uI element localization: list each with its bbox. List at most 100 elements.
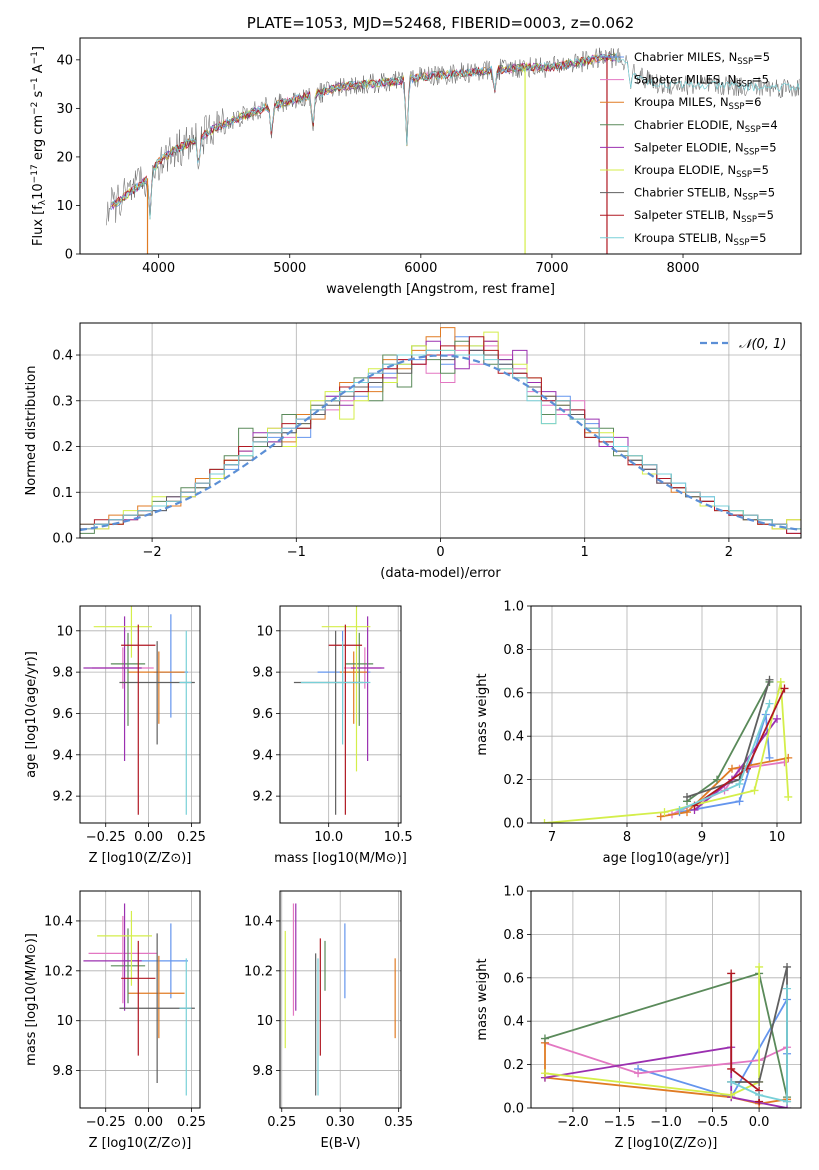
weight-line-kroupa_elodie bbox=[544, 967, 760, 1096]
weight-marker-kroupa_elodie bbox=[727, 1090, 736, 1099]
x-tick-label: 4000 bbox=[142, 261, 175, 276]
weight-marker-chabrier_stelib bbox=[765, 675, 774, 684]
y-tick-label: 0.4 bbox=[52, 349, 73, 364]
weight-marker-chabrier_elodie bbox=[540, 1034, 549, 1043]
x-axis-label: Z [log10(Z/Z⊙)] bbox=[615, 1136, 718, 1151]
x-axis-label: age [log10(age/yr)] bbox=[603, 851, 730, 866]
y-tick-label: 40 bbox=[56, 53, 73, 68]
weight-marker-kroupa_elodie bbox=[776, 677, 785, 686]
y-tick-label: 9.6 bbox=[252, 707, 273, 722]
weight-marker-chabrier_miles bbox=[765, 753, 774, 762]
y-tick-label: 0.8 bbox=[503, 928, 524, 943]
y-tick-label: 9.2 bbox=[252, 790, 273, 805]
x-tick-label: −0.25 bbox=[86, 830, 126, 845]
axes-frame bbox=[79, 322, 802, 539]
grid-lines bbox=[80, 891, 200, 1108]
y-tick-label: 10.2 bbox=[44, 964, 73, 979]
weight-marker-kroupa_miles bbox=[728, 764, 736, 773]
weight-marker-chabrier_stelib bbox=[683, 792, 691, 801]
axes-frame bbox=[279, 605, 402, 824]
x-tick-label: −0.25 bbox=[86, 1115, 126, 1130]
ticks: 7 8 9 10 0.0 0.2 0.4 0.6 0.8 1.0 bbox=[503, 600, 785, 846]
weight-marker-kroupa_stelib bbox=[765, 699, 774, 708]
x-tick-label: 0.25 bbox=[177, 1115, 206, 1130]
weight-marker-kroupa_stelib bbox=[783, 984, 792, 993]
x-tick-label: −0.5 bbox=[697, 1115, 729, 1130]
panel-spectrum: 4000 5000 6000 7000 8000 0 10 20 30 40 wavelength … bbox=[30, 37, 802, 297]
y-axis-label: Flux [fλ10−17 erg cm−2 s−1 A−1] bbox=[30, 46, 48, 246]
x-tick-label: 10.5 bbox=[384, 830, 413, 845]
legend: 𝒩(0, 1) bbox=[700, 337, 786, 352]
legend-label-salpeter_miles: Salpeter MILES, NSSP=5 bbox=[634, 73, 769, 90]
weight-marker-salpeter_stelib bbox=[780, 684, 789, 693]
grid-lines bbox=[280, 891, 401, 1108]
x-tick-label: −2 bbox=[143, 545, 162, 560]
x-axis-label: E(B-V) bbox=[320, 1136, 360, 1151]
axes-frame bbox=[79, 37, 802, 255]
plot-area bbox=[80, 327, 801, 538]
spectrum-line-kroupa_miles bbox=[111, 53, 621, 217]
panel-mass_vs_ebv: 0.25 0.30 0.35 9.8 10 10.2 10.4 E(B-V) bbox=[244, 890, 413, 1151]
y-tick-label: 10.2 bbox=[244, 964, 273, 979]
y-tick-label: 0 bbox=[65, 248, 73, 263]
ticks: 4000 5000 6000 7000 8000 0 10 20 30 40 bbox=[56, 53, 699, 276]
spectrum-line-chabrier_miles bbox=[111, 54, 617, 219]
panel-mass_vs_z: −0.25 0.00 0.25 9.8 10 10.2 10.4 Z [log10(Z/Z⊙)… bbox=[24, 890, 206, 1151]
y-tick-label: 10.4 bbox=[44, 914, 73, 929]
plot-area bbox=[540, 962, 792, 1108]
x-axis-label: mass [log10(M/M⊙)] bbox=[274, 851, 407, 866]
y-tick-label: 1.0 bbox=[503, 885, 524, 900]
x-tick-label: 0.30 bbox=[326, 1115, 355, 1130]
weight-marker-kroupa_stelib bbox=[675, 805, 684, 814]
legend-label-chabrier_miles: Chabrier MILES, NSSP=5 bbox=[634, 50, 770, 67]
panel-age_vs_z: −0.25 0.00 0.25 9.2 9.4 9.6 9.8 10 Z [log10(Z/Z⊙… bbox=[24, 605, 206, 866]
y-tick-label: 0.2 bbox=[52, 440, 73, 455]
weight-marker-kroupa_elodie bbox=[660, 808, 669, 817]
legend-label-kroupa_elodie: Kroupa ELODIE, NSSP=5 bbox=[634, 163, 769, 180]
axes-frame bbox=[279, 890, 402, 1109]
weight-marker-kroupa_miles bbox=[683, 808, 691, 817]
y-tick-label: 9.2 bbox=[52, 790, 73, 805]
spectrum-line-salpeter_stelib bbox=[111, 51, 612, 219]
weight-marker-kroupa_elodie bbox=[540, 819, 549, 823]
spectrum-line-salpeter_elodie bbox=[111, 52, 619, 216]
ticks: 10.0 10.5 9.2 9.4 9.6 9.8 10 bbox=[252, 624, 412, 845]
weight-line-kroupa_stelib bbox=[730, 988, 788, 1103]
x-tick-label: 1 bbox=[581, 545, 589, 560]
x-tick-label: −1 bbox=[287, 545, 306, 560]
y-tick-label: 0.2 bbox=[503, 1058, 524, 1073]
weight-marker-kroupa_elodie bbox=[750, 786, 759, 795]
legend-label-salpeter_elodie: Salpeter ELODIE, NSSP=5 bbox=[634, 140, 777, 157]
x-axis-label: Z [log10(Z/Z⊙)] bbox=[89, 1136, 192, 1151]
x-tick-label: 0.35 bbox=[384, 1115, 413, 1130]
plot-area bbox=[540, 675, 793, 823]
y-tick-label: 10 bbox=[256, 1014, 273, 1029]
ticks: −0.25 0.00 0.25 9.8 10 10.2 10.4 bbox=[44, 914, 206, 1130]
y-tick-label: 0.8 bbox=[503, 643, 524, 658]
panel-age_vs_mass: 10.0 10.5 9.2 9.4 9.6 9.8 10 mass [log10(M/M⊙)] bbox=[252, 605, 413, 866]
plot-area bbox=[83, 606, 195, 815]
spectrum-line-chabrier_elodie bbox=[111, 53, 617, 219]
legend-label-salpeter_stelib: Salpeter STELIB, NSSP=5 bbox=[634, 208, 774, 225]
weight-marker-kroupa_stelib bbox=[783, 1097, 792, 1106]
x-tick-label: 8000 bbox=[666, 261, 699, 276]
y-tick-label: 1.0 bbox=[503, 600, 524, 615]
y-tick-label: 0.3 bbox=[52, 394, 73, 409]
y-tick-label: 9.8 bbox=[52, 1064, 73, 1079]
x-tick-label: 0.25 bbox=[177, 830, 206, 845]
x-tick-label: 0.00 bbox=[134, 830, 163, 845]
weight-marker-kroupa_stelib bbox=[755, 1090, 764, 1099]
x-tick-label: 9 bbox=[698, 830, 706, 845]
weight-marker-salpeter_elodie bbox=[773, 714, 781, 723]
y-tick-label: 9.8 bbox=[252, 1064, 273, 1079]
weight-marker-chabrier_stelib bbox=[755, 1077, 764, 1086]
weight-marker-salpeter_miles bbox=[780, 758, 789, 767]
plot-area bbox=[105, 47, 801, 254]
plot-area bbox=[284, 903, 396, 1096]
weight-marker-salpeter_stelib bbox=[727, 969, 736, 978]
y-axis-label: age [log10(age/yr)] bbox=[24, 651, 39, 778]
axes-frame bbox=[79, 890, 201, 1109]
weight-line-salpeter_miles bbox=[544, 1042, 788, 1075]
y-tick-label: 20 bbox=[56, 150, 73, 165]
